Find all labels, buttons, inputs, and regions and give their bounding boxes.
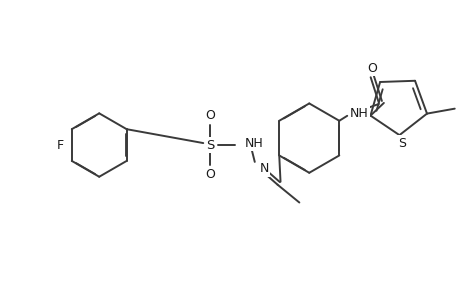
Text: S: S [397,136,406,149]
Text: N: N [259,162,269,175]
Text: O: O [366,62,376,75]
Text: F: F [56,139,64,152]
Text: NH: NH [244,136,263,150]
Text: S: S [206,139,214,152]
Text: NH: NH [349,107,368,120]
Text: O: O [205,168,215,181]
Text: O: O [205,109,215,122]
